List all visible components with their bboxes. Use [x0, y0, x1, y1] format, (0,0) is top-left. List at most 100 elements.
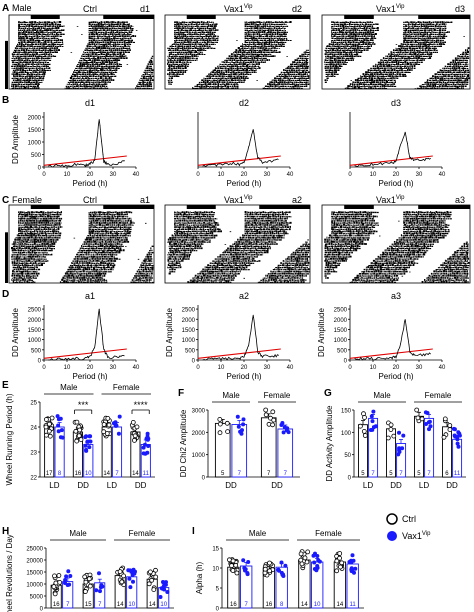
- periodogram-d1-ylabel: DD Amplitude: [11, 115, 20, 164]
- panel-f-ytick-label: 0: [202, 476, 206, 482]
- periodogram-a2-data-point: [225, 357, 227, 359]
- actogram-a3-activity: [324, 211, 470, 283]
- periodogram-a1-data-point: [60, 358, 62, 360]
- actogram-d3-light-bar-1: [344, 15, 374, 19]
- periodogram-d2-data-point: [258, 157, 259, 159]
- panel-g-label: G: [324, 388, 332, 399]
- panel-h-ytick-label: 15000: [26, 571, 43, 577]
- periodogram-d3-data-point: [423, 159, 424, 160]
- panel-f-n-label: 7: [267, 471, 271, 477]
- panel-f-group-label: Male: [222, 391, 240, 400]
- legend-ctrl-label: Ctrl: [402, 514, 416, 524]
- panel-e-point-ctrl: [106, 422, 112, 428]
- periodogram-d2-xlabel: Period (h): [226, 179, 261, 188]
- bar-chart-e: E 22 23 24 25 Wheel Running Period (h) Male Fem…: [2, 380, 155, 490]
- periodogram-a1-data-point: [88, 355, 90, 357]
- periodogram-d2-data-point: [220, 163, 222, 165]
- periodogram-a1-data-point: [87, 356, 89, 357]
- panel-e-point-ctrl: [74, 419, 80, 425]
- periodogram-a3-data-point: [391, 357, 392, 358]
- periodogram-d2-data-point: [259, 159, 261, 161]
- periodogram-a1-series-line: [48, 309, 125, 361]
- periodogram-d1-data-point: [78, 164, 80, 166]
- periodogram-a3-data-point: [408, 344, 410, 346]
- panel-f-n-label: 7: [238, 471, 242, 477]
- panel-h-point-ctrl: [151, 587, 157, 592]
- panel-h-point-ctrl: [83, 579, 89, 585]
- panel-h-point-ctrl: [149, 577, 155, 583]
- periodogram-d3-threshold-line: [349, 155, 433, 166]
- panel-h-ytick-label: 25000: [26, 547, 43, 553]
- actogram-d2: [164, 14, 311, 90]
- periodogram-a1-xtick-label: 30: [110, 365, 117, 371]
- periodogram-a2-data-point: [259, 353, 261, 354]
- panel-h-point-vax: [131, 579, 135, 584]
- periodogram-a3-xtick-label: 30: [416, 365, 423, 371]
- panel-i-label: I: [192, 526, 195, 537]
- periodogram-d3-data-point: [420, 160, 421, 162]
- panel-h-point-ctrl: [51, 584, 57, 589]
- actogram-d1-light-bar-2: [103, 15, 154, 19]
- periodogram-a2-data-point: [216, 358, 217, 360]
- periodogram-a1-data-point: [123, 355, 124, 356]
- panel-label-b: B: [2, 95, 9, 106]
- panel-e-point-ctrl: [105, 415, 111, 421]
- periodogram-d3-data-point: [397, 153, 399, 155]
- acto-tag-a3: a3: [455, 195, 465, 205]
- panel-h-n-label: 7: [98, 602, 102, 608]
- panel-h-point-ctrl: [82, 574, 88, 580]
- periodogram-a2-xlabel: Period (h): [226, 372, 261, 381]
- periodogram-d2-data-point: [219, 163, 220, 165]
- panel-i-point-vax: [314, 568, 319, 573]
- sex-label-female: Female: [12, 195, 42, 205]
- periodogram-a3-xtick-label: 20: [393, 365, 400, 371]
- panel-f-bar-vax: [277, 428, 294, 478]
- periodogram-a2-data-point: [217, 357, 219, 359]
- periodogram-d1-data-point: [92, 162, 94, 164]
- periodogram-a2-data-point: [223, 358, 225, 360]
- periodogram-d3-data-point: [421, 159, 423, 161]
- actogram-row-male: [5, 14, 471, 90]
- panel-i-point-vax: [350, 553, 355, 558]
- periodogram-a2-data-point: [260, 355, 262, 357]
- periodogram-d1-data-point: [124, 160, 125, 162]
- periodogram-a3-xlabel: Period (h): [378, 372, 413, 381]
- periodogram-d3-data-point: [394, 160, 395, 162]
- panel-i-point-vax: [353, 566, 358, 571]
- panel-e-point-vax: [58, 416, 63, 421]
- bar-chart-g: G 0 50 100 150 DD Activity Amplitude Male Femal…: [324, 388, 466, 490]
- panel-h-n-label: 10: [160, 602, 167, 608]
- panel-e-point-ctrl: [101, 422, 107, 427]
- periodogram-d1-ytick-label: 1000: [28, 141, 42, 147]
- periodogram-d1-data-point: [103, 162, 105, 164]
- periodogram-d1-data-point: [107, 163, 108, 165]
- periodogram-a1-data-point: [90, 355, 92, 356]
- panel-i-point-ctrl: [298, 557, 304, 563]
- periodogram-a2-data-point: [246, 348, 248, 350]
- panel-i-ytick-label: 15: [212, 547, 219, 553]
- periodogram-d2-data-point: [256, 152, 258, 154]
- panel-i-n-label: 16: [266, 602, 273, 608]
- panel-f-xcat-label: DD: [225, 481, 237, 490]
- panel-h-point-vax: [66, 569, 71, 574]
- panel-g-xcat-label: LD: [363, 481, 373, 490]
- periodogram-a2-title: a2: [239, 291, 249, 301]
- acto-title-ctrl-male: Ctrl: [83, 4, 97, 14]
- panel-i-point-ctrl: [339, 560, 345, 566]
- acto-tag-d1: d1: [140, 4, 150, 14]
- panel-g-xcat-label: DD: [390, 481, 402, 490]
- periodogram-a2-data-point: [203, 359, 205, 360]
- periodogram-d1-data-point: [85, 163, 87, 165]
- panel-h-ytick-label: 5000: [30, 595, 44, 601]
- panel-f-n-label: 5: [221, 471, 225, 477]
- periodogram-d1-ytick-label: 500: [31, 153, 42, 159]
- periodogram-a3-threshold-line: [349, 348, 433, 359]
- panel-h-point-ctrl: [146, 581, 152, 587]
- panel-g-xcat-label: LD: [419, 481, 429, 490]
- panel-g-point-ctrl: [447, 423, 453, 428]
- periodogram-a3-data-point: [412, 354, 414, 356]
- panel-f-point-vax: [241, 422, 246, 427]
- panel-h-point-vax: [128, 585, 133, 590]
- periodogram-d1-data-point: [52, 166, 54, 168]
- periodogram-a3-data-point: [397, 352, 398, 354]
